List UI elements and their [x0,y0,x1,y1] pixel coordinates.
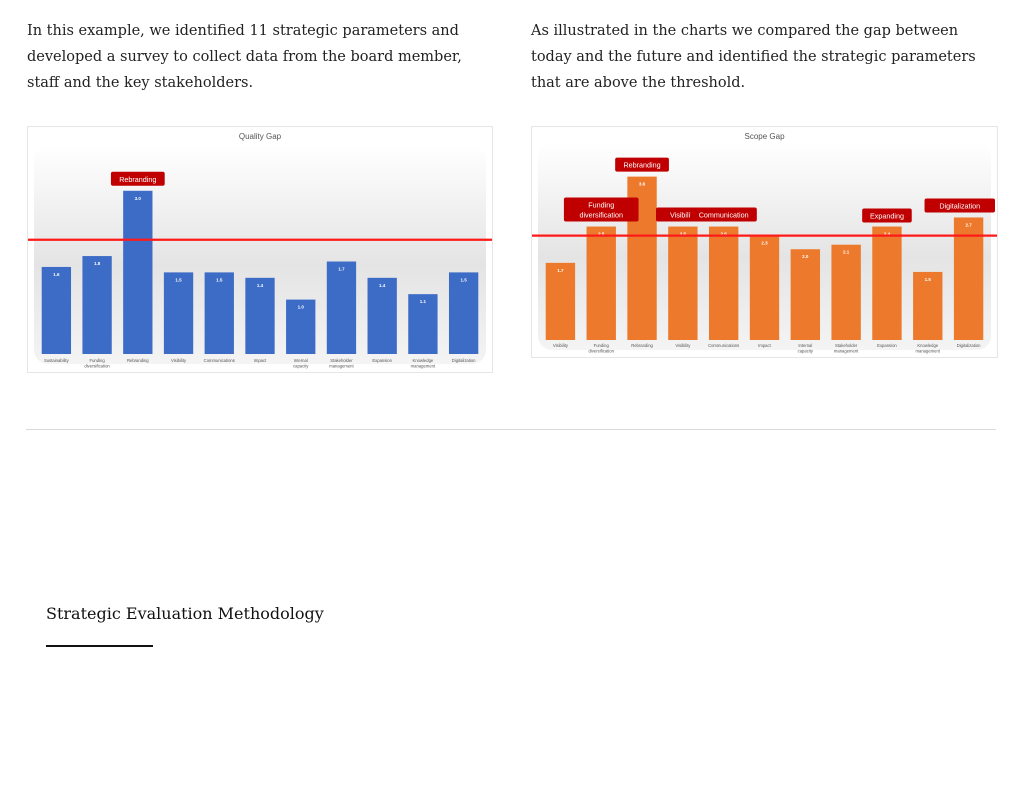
tick-label-expansion: Expansion [372,358,392,363]
tick-label-digitalization: Digitalization [957,343,981,348]
scope-gap-chart-svg: Scope Gap1.7Visibility2.5Fundingdiversif… [532,132,997,354]
callout-text-rebranding: Rebranding [623,161,660,170]
data-label-impact: 2.3 [761,241,768,246]
data-label-expansion: 1.4 [379,283,386,288]
tick-label-sustainability: Sustainability [44,358,70,363]
tick-label-communications: Communications [708,343,739,348]
tick-label-digitalization: Digitalization [452,358,476,363]
callout-text-digitalization: Digitalization [939,201,980,210]
quality-gap-chart-svg: Quality Gap 1.6 Sustainability 1.8 Fundingdi… [28,132,492,369]
tick-label-knowledge-management: Knowledge [917,343,938,348]
bar-funding-diversification [586,226,616,340]
callout-text-visibility: Visibility [670,211,696,220]
chart-title: Quality Gap [239,132,282,141]
callout-digitalization [924,198,995,213]
callout-text-communication: Communication [699,211,749,220]
tick-label-knowledge-management: management [411,364,436,369]
intro-paragraph-left: In this example, we identified 11 strate… [27,23,462,91]
tick-label-internal-capacity: Internal [294,358,308,363]
tick-label-impact: Impact [254,358,267,363]
bar-rebranding [123,190,153,354]
bar-digitalization [448,272,479,354]
bar-digitalization [953,217,984,340]
callout-text-expanding: Expanding [870,212,904,221]
data-label-rebranding: 3.0 [135,196,142,201]
tick-label-stakeholder-management: management [329,364,354,369]
data-label-communications: 1.5 [216,277,223,282]
data-label-visibility: 1.7 [557,268,564,273]
tick-label-visibility: Visibility [171,358,187,363]
bar-expansion [872,226,902,340]
data-label-impact: 1.4 [257,283,264,288]
tick-label-stakeholder-management: management [834,349,859,354]
bar-knowledge-management [913,271,943,340]
tick-label-funding-diversification: Funding [90,358,106,363]
bar-expansion [367,277,397,354]
bar-knowledge-management [408,294,438,354]
bar-stakeholder-management [831,244,861,340]
tick-label-communications: Communications [204,358,235,363]
data-label-digitalization: 2.7 [965,222,972,227]
tick-label-rebranding: Rebranding [127,358,149,363]
data-label-digitalization: 1.5 [461,277,468,282]
callout-communication [690,207,757,222]
data-label-funding-diversification: 1.8 [94,261,101,266]
data-label-knowledge-management: 1.1 [420,299,427,304]
callout-text-funding-diversification: Funding [588,201,614,210]
bar-visibility [545,262,576,340]
callout-expanding [862,208,912,223]
section-heading-underline [46,645,153,647]
tick-label-impact: Impact [758,343,771,348]
callout-funding-diversification [563,197,639,222]
intro-paragraph-right: As illustrated in the charts we compared… [531,23,976,91]
tick-label-stakeholder-management: Stakeholder [330,358,353,363]
data-label-funding-diversification: 2.5 [598,232,605,237]
tick-label-funding-diversification: diversification [84,364,110,369]
bar-internal-capacity [286,299,316,354]
bar-communications [708,226,739,340]
tick-label-stakeholder-management: Stakeholder [835,343,858,348]
data-label-stakeholder-management: 1.7 [338,267,345,272]
data-label-rebranding: 3.6 [639,182,646,187]
tick-label-funding-diversification: diversification [589,349,615,354]
tick-label-visibility: Visibility [553,343,569,348]
bar-visibility [163,272,194,354]
callout-rebranding [110,171,165,186]
tick-label-internal-capacity: Internal [798,343,812,348]
scope-gap-chart: Scope Gap 1.7 Visibility 2.5 Funding diversif… [531,126,998,358]
tick-label-internal-capacity: capacity [798,349,814,354]
tick-label-funding-diversification: Funding [594,343,610,348]
bar-sustainability [41,266,72,354]
data-label-communications: 2.5 [721,232,728,237]
tick-label-knowledge-management: Knowledge [413,358,434,363]
callout-rebranding [615,157,669,172]
data-label-knowledge-management: 1.5 [925,277,932,282]
bar-internal-capacity [790,249,821,340]
section-divider [26,429,996,430]
quality-gap-chart: Quality Gap 1.6 Sustainability 1.8 Funding di… [27,126,493,373]
tick-label-expansion: Expansion [877,343,897,348]
data-label-internal-capacity: 1.0 [298,305,305,310]
callout-text-rebranding: Rebranding [119,175,156,184]
data-label-visibility: 2.5 [680,232,687,237]
tick-label-internal-capacity: capacity [293,364,309,369]
bar-communications [204,272,234,354]
data-label-sustainability: 1.6 [53,272,60,277]
chart-title: Scope Gap [744,132,785,141]
section-heading: Strategic Evaluation Methodology [46,604,324,623]
bar-impact [245,277,275,354]
callout-text-funding-diversification: diversification [579,211,623,220]
bar-funding-diversification [82,256,112,354]
data-label-visibility: 1.5 [175,277,182,282]
bar-stakeholder-management [326,261,357,354]
data-label-stakeholder-management: 2.1 [843,250,850,255]
data-label-expansion: 2.4 [884,232,891,237]
data-label-internal-capacity: 2.0 [802,254,809,259]
tick-label-knowledge-management: management [916,349,941,354]
bar-visibility [668,226,698,340]
bar-impact [749,235,780,340]
tick-label-visibility: Visibility [675,343,691,348]
tick-label-rebranding: Rebranding [631,343,653,348]
